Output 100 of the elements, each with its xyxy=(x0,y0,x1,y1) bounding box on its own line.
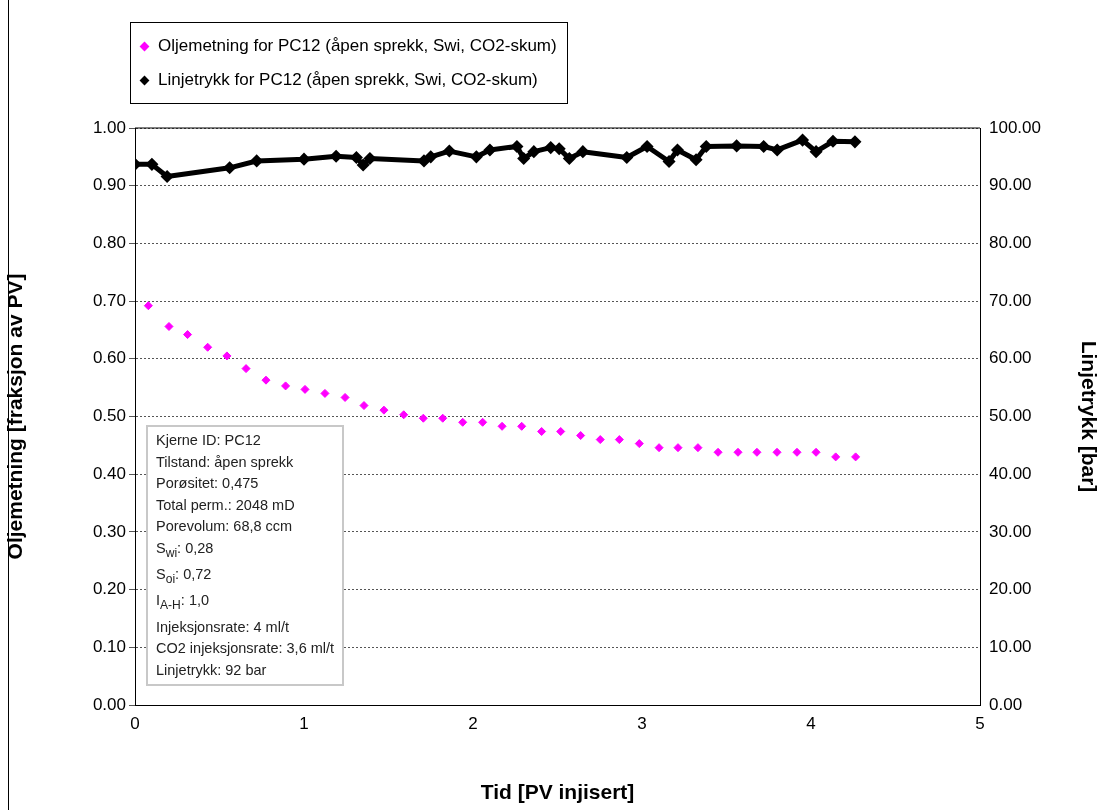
x-tick-label: 2 xyxy=(468,713,478,733)
point xyxy=(641,140,653,152)
annotation: Porevolum: 68,8 ccm xyxy=(156,517,294,536)
point xyxy=(458,417,468,427)
point xyxy=(595,435,605,445)
point xyxy=(752,447,762,457)
point xyxy=(517,421,527,431)
point xyxy=(364,153,376,165)
y2-tick-label: 80.00 xyxy=(989,233,1032,253)
point xyxy=(320,388,330,398)
point xyxy=(161,170,173,182)
point xyxy=(399,410,409,420)
point xyxy=(621,151,633,163)
y-tick-label: 0.70 xyxy=(92,290,126,310)
point xyxy=(518,153,530,165)
y2-tick-label: 10.00 xyxy=(989,636,1032,656)
legend-label: Linjetrykk for PC12 (åpen sprekk, Swi, CO2-skum) xyxy=(157,69,539,91)
point xyxy=(203,342,213,352)
point xyxy=(693,443,703,453)
x-tick-label: 1 xyxy=(299,713,309,733)
y2-tick-label: 0.00 xyxy=(989,694,1023,714)
y2-tick-label: 30.00 xyxy=(989,521,1032,541)
point xyxy=(537,427,547,436)
point xyxy=(438,413,448,423)
point xyxy=(418,413,428,423)
y-tick-label: 0.40 xyxy=(92,463,126,483)
point xyxy=(357,159,369,171)
x-tick-label: 3 xyxy=(637,713,647,733)
point xyxy=(663,155,675,167)
annotation: Kjerne ID: PC12 xyxy=(156,431,262,450)
point xyxy=(330,150,342,162)
y2-tick-label: 70.00 xyxy=(989,290,1032,310)
annotation: Linjetrykk: 92 bar xyxy=(156,660,268,680)
y-tick-label: 0.80 xyxy=(92,233,126,253)
point xyxy=(511,140,523,152)
point xyxy=(772,447,782,457)
point xyxy=(811,447,821,457)
point xyxy=(792,447,802,457)
point xyxy=(484,144,496,156)
point xyxy=(298,153,310,165)
point xyxy=(222,351,232,361)
annotation: Injeksjonsrate: 4 ml/t xyxy=(156,617,290,637)
point xyxy=(241,364,251,374)
y2-tick-label: 50.00 xyxy=(989,406,1032,426)
point xyxy=(418,155,430,167)
point xyxy=(425,151,437,163)
point xyxy=(224,162,236,174)
point xyxy=(577,146,589,158)
y2-axis-title: Linjetrykk [bar] xyxy=(1077,340,1101,493)
point xyxy=(146,158,158,170)
point xyxy=(340,392,350,402)
point xyxy=(470,151,482,163)
point xyxy=(700,140,712,152)
point xyxy=(545,142,557,154)
y2-tick-label: 40.00 xyxy=(989,463,1032,483)
x-tick-label: 4 xyxy=(806,713,816,733)
point xyxy=(497,421,507,431)
point xyxy=(810,146,822,158)
point xyxy=(690,154,702,166)
y2-tick-label: 60.00 xyxy=(989,348,1032,368)
y-tick-label: 0.00 xyxy=(92,694,126,714)
point xyxy=(359,401,369,411)
point xyxy=(183,330,193,340)
point xyxy=(379,405,389,415)
point xyxy=(673,443,683,453)
point xyxy=(671,144,683,156)
point xyxy=(851,452,861,462)
annotation: Total perm.: 2048 mD xyxy=(156,495,296,515)
point xyxy=(556,427,566,436)
y-tick-label: 0.10 xyxy=(92,636,126,656)
point xyxy=(654,443,664,453)
point xyxy=(797,134,809,146)
point xyxy=(831,452,841,462)
point xyxy=(634,439,644,449)
point xyxy=(758,140,770,152)
point xyxy=(713,447,723,457)
point xyxy=(733,447,743,457)
point xyxy=(300,384,310,394)
x-axis-title: Tid [PV injisert] xyxy=(480,780,635,804)
legend-label: Oljemetning for PC12 (åpen sprekk, Swi, CO2-skum) xyxy=(157,35,557,57)
point xyxy=(478,417,488,427)
y-tick-label: 1.00 xyxy=(92,117,126,137)
point xyxy=(849,136,861,148)
y-tick-label: 0.90 xyxy=(92,175,126,195)
y-tick-label: 0.60 xyxy=(92,348,126,368)
annotation: I$_{A-H}$: 1,0 xyxy=(156,591,211,615)
point xyxy=(553,143,565,155)
point xyxy=(350,151,362,163)
annotation: S$_{oi}$: 0,72 xyxy=(156,564,213,588)
y2-tick-label: 20.00 xyxy=(989,579,1032,599)
point xyxy=(576,431,586,441)
x-tick-label: 5 xyxy=(975,713,985,733)
annotation: Porøsitet: 0,475 xyxy=(156,474,260,493)
y-tick-label: 0.20 xyxy=(92,579,126,599)
point xyxy=(563,153,575,165)
point xyxy=(281,381,291,391)
point xyxy=(143,301,153,311)
y-tick-label: 0.50 xyxy=(92,406,126,426)
annotation: CO2 injeksjonsrate: 3,6 ml/t xyxy=(156,639,335,659)
annotation: S$_{wi}$: 0,28 xyxy=(156,538,215,562)
